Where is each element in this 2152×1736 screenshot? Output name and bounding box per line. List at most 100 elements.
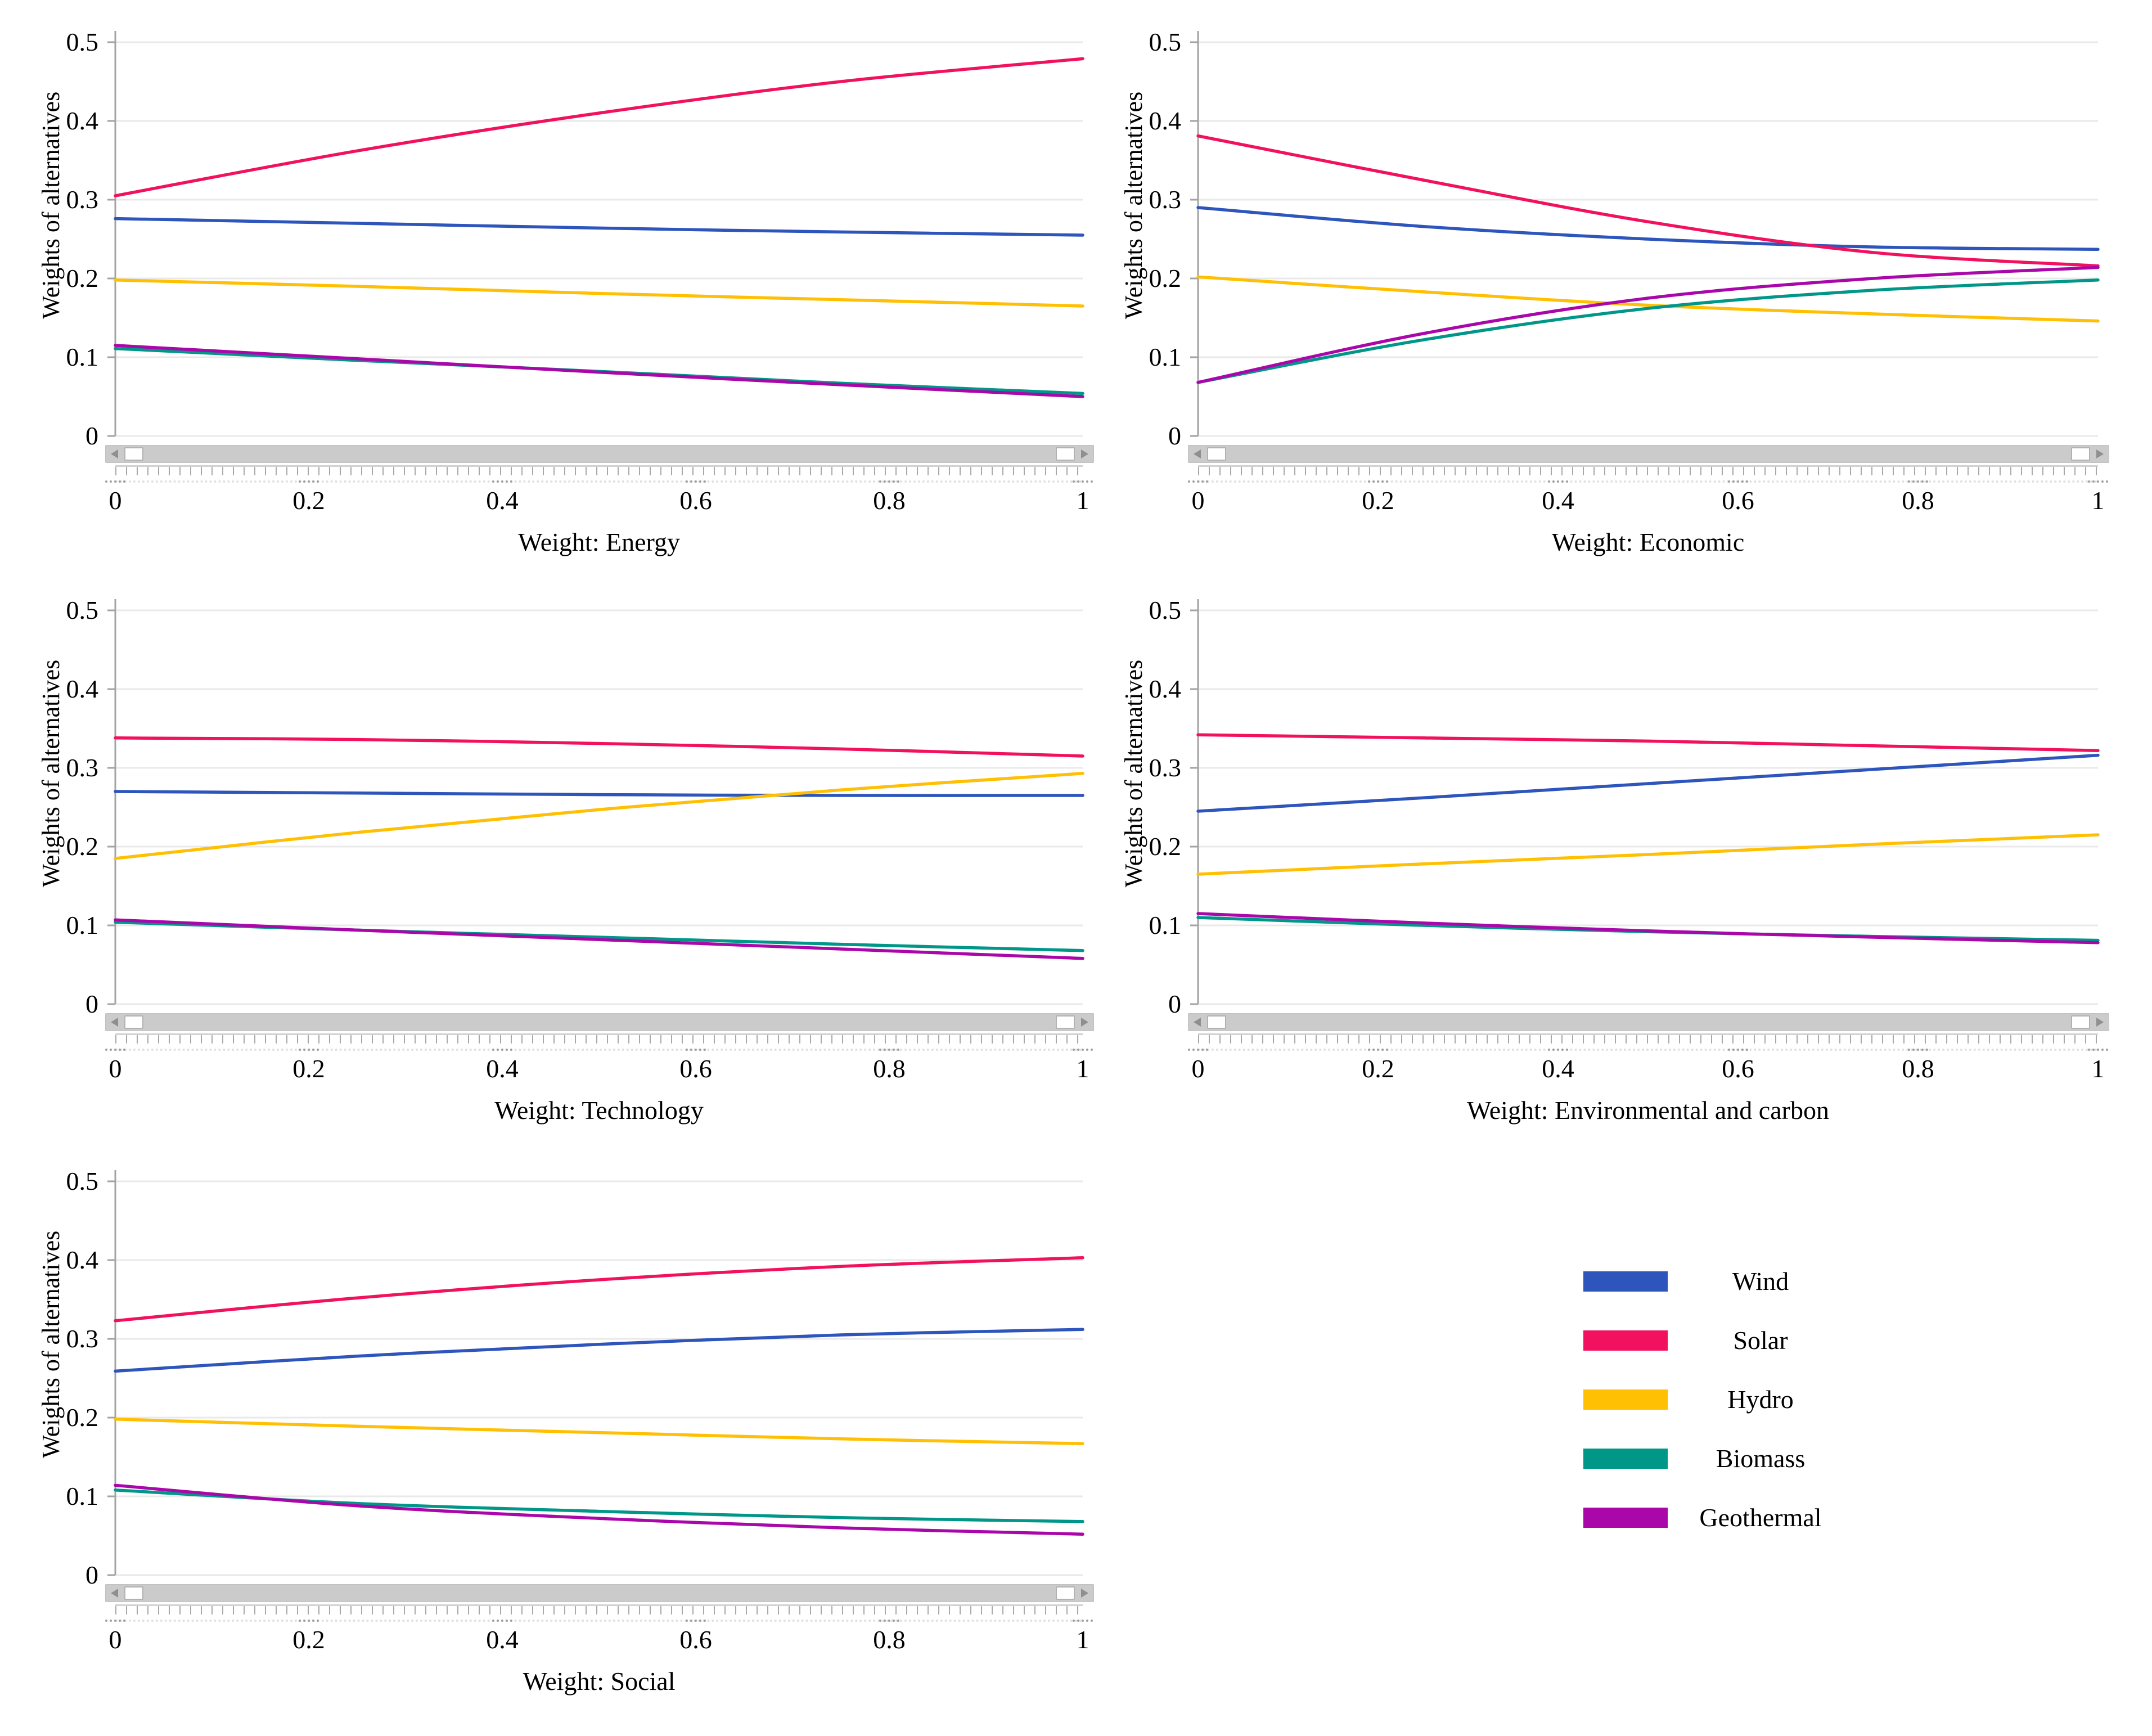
x-tick-label: 0.8 [873,1625,906,1654]
scrollbar-left-arrow-icon[interactable] [1194,1018,1201,1027]
scrollbar-left-arrow-icon[interactable] [111,449,118,458]
series-line-geothermal [114,1483,1084,1536]
y-tick-label: 0.4 [66,1245,99,1274]
series-line-wind [1196,206,2100,251]
x-tick-label: 0.4 [1542,486,1574,515]
scrollbar-min-thumb[interactable] [1207,1015,1226,1029]
tick-dots [686,480,706,483]
scrollbar-left-arrow-icon[interactable] [111,1018,118,1027]
scrollbar-right-arrow-icon[interactable] [1081,1589,1088,1598]
scrollbar-right-arrow-icon[interactable] [1081,449,1088,458]
y-tick-label: 0.4 [66,106,99,135]
x-tick-label: 0.6 [1722,1054,1754,1083]
y-tick-label: 0.5 [1149,596,1182,624]
dotted-guide-line [115,1620,1083,1622]
scrollbar-min-thumb[interactable] [124,1586,143,1600]
scrollbar-right-arrow-icon[interactable] [1081,1018,1088,1027]
legend-swatch-wind [1583,1271,1668,1292]
legend-swatch-geothermal [1583,1507,1668,1528]
x-tick-label: 0.2 [292,486,325,515]
x-tick-label: 0.6 [679,1054,712,1083]
y-tick-label: 0.1 [1149,343,1182,371]
scrollbar-max-thumb[interactable] [1056,1015,1075,1029]
x-tick-label: 0 [1191,1054,1205,1083]
x-tick-label: 0.2 [1362,486,1394,515]
y-tick-label: 0.1 [66,911,99,939]
tick-dots [105,1049,125,1051]
scrollbar-min-thumb[interactable] [124,1015,143,1029]
y-tick-label: 0.1 [66,343,99,371]
legend-swatch-solar [1583,1330,1668,1351]
dotted-guide-line [1198,480,2098,483]
legend-item-hydro: Hydro [1569,1370,1884,1429]
tick-dots [105,1620,125,1622]
y-tick-label: 0.1 [66,1482,99,1510]
y-tick-label: 0.2 [66,832,99,861]
x-tick-label: 1 [2091,1054,2105,1083]
legend-item-geothermal: Geothermal [1569,1488,1884,1547]
series-line-solar [1196,733,2100,752]
x-tick-label: 1 [1076,486,1089,515]
tick-dots [1073,480,1093,483]
y-tick-label: 0.3 [1149,185,1182,214]
tick-dots [492,480,512,483]
x-axis-title: Weight: Technology [494,1096,704,1125]
dotted-guide-line [115,1049,1083,1051]
tick-dots [1073,1620,1093,1622]
x-weight-scrollbar[interactable] [1188,445,2109,463]
x-tick-label: 0.4 [486,486,519,515]
tick-dots [1188,1049,1208,1051]
tick-dots [1073,1049,1093,1051]
scrollbar-max-thumb[interactable] [1056,1586,1075,1600]
x-tick-label: 0.6 [1722,486,1754,515]
x-weight-scrollbar[interactable] [1188,1013,2109,1031]
tick-dots [492,1620,512,1622]
tick-dots [2088,480,2108,483]
tick-dots [1908,1049,1928,1051]
series-line-geothermal [114,344,1084,398]
scrollbar-max-thumb[interactable] [1056,447,1075,461]
x-axis-title: Weight: Energy [518,528,680,556]
slider-tick-ruler [1198,1033,2098,1044]
x-tick-label: 0.2 [292,1625,325,1654]
slider-tick-ruler [1198,465,2098,475]
series-line-hydro [114,278,1084,308]
x-tick-label: 1 [2091,486,2105,515]
tick-dots [1368,480,1388,483]
scrollbar-max-thumb[interactable] [2071,1015,2090,1029]
series-line-geothermal [114,918,1084,960]
x-weight-scrollbar[interactable] [105,1584,1094,1602]
plot-area [1190,31,2100,437]
y-tick-label: 0.3 [66,753,99,782]
scrollbar-max-thumb[interactable] [2071,447,2090,461]
y-axis-line [1190,599,1199,1005]
scrollbar-min-thumb[interactable] [124,447,143,461]
series-line-hydro [114,772,1084,860]
plot-area [1190,599,2100,1005]
scrollbar-left-arrow-icon[interactable] [111,1589,118,1598]
plot-area [107,1170,1084,1576]
scrollbar-left-arrow-icon[interactable] [1194,449,1201,458]
x-weight-scrollbar[interactable] [105,1013,1094,1031]
tick-dots [1548,1049,1568,1051]
legend-swatch-hydro [1583,1389,1668,1410]
y-tick-label: 0.5 [1149,28,1182,56]
tick-dots [879,1049,899,1051]
y-tick-label: 0.2 [66,264,99,293]
y-tick-label: 0.5 [66,596,99,624]
x-tick-label: 1 [1076,1625,1089,1654]
x-weight-scrollbar[interactable] [105,445,1094,463]
scrollbar-right-arrow-icon[interactable] [2096,1018,2104,1027]
scrollbar-right-arrow-icon[interactable] [2096,449,2104,458]
y-tick-label: 0 [1168,421,1181,450]
scrollbar-min-thumb[interactable] [1207,447,1226,461]
slider-tick-ruler [115,1033,1083,1044]
legend-label-biomass: Biomass [1716,1444,1806,1473]
y-tick-label: 0 [85,421,98,450]
tick-dots [1728,1049,1748,1051]
series-line-hydro [114,1418,1084,1445]
dotted-guide-line [115,480,1083,483]
